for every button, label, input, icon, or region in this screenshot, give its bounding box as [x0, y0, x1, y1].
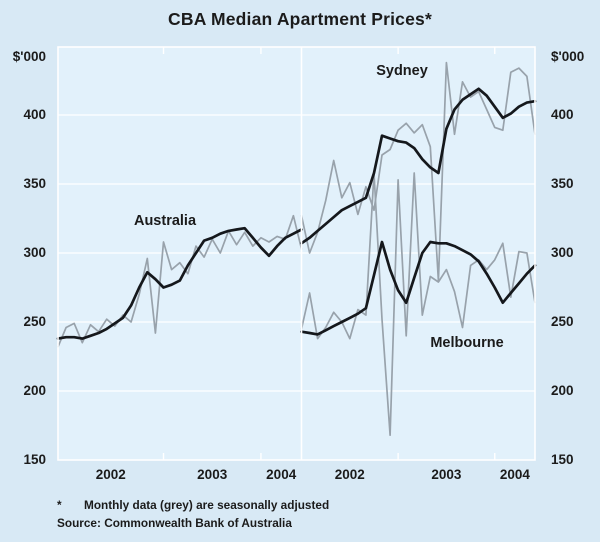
line-melbourne-monthly — [300, 172, 536, 437]
x-tick-label: 2003 — [197, 467, 228, 482]
series-label-melbourne: Melbourne — [430, 335, 504, 351]
y-tick-label: 350 — [551, 176, 574, 191]
y-tick-label: 150 — [551, 452, 574, 467]
y-tick-label: 300 — [23, 245, 46, 260]
chart-title: CBA Median Apartment Prices* — [168, 9, 432, 29]
source-note: Source: Commonwealth Bank of Australia — [57, 516, 292, 530]
x-tick-label: 2002 — [95, 467, 126, 482]
line-australia-seasonally-adjusted — [56, 226, 303, 340]
y-axis-unit-left: $'000 — [12, 49, 46, 64]
series-label-sydney: Sydney — [376, 63, 428, 79]
x-tick-label: 2004 — [499, 467, 530, 482]
y-axis-unit-right: $'000 — [551, 49, 585, 64]
y-tick-label: 400 — [23, 107, 46, 122]
x-tick-label: 2002 — [334, 467, 365, 482]
footnote-text: Monthly data (grey) are seasonally adjus… — [84, 498, 330, 512]
y-tick-label: 350 — [23, 176, 46, 191]
x-tick-label: 2003 — [431, 467, 462, 482]
y-tick-label: 400 — [551, 107, 574, 122]
y-tick-label: 300 — [551, 245, 574, 260]
footnote: * Monthly data (grey) are seasonally adju… — [57, 498, 329, 512]
line-sydney-monthly — [300, 61, 536, 282]
y-tick-label: 200 — [551, 383, 574, 398]
y-tick-label: 250 — [23, 314, 46, 329]
line-melbourne-seasonally-adjusted — [300, 240, 537, 336]
x-tick-label: 2004 — [266, 467, 297, 482]
line-sydney-seasonally-adjusted — [300, 87, 537, 245]
y-tick-label: 250 — [551, 314, 574, 329]
plot-frame — [57, 46, 536, 461]
footnote-marker: * — [57, 498, 62, 512]
y-tick-label: 150 — [23, 452, 46, 467]
y-tick-label: 200 — [23, 383, 46, 398]
series-label-australia: Australia — [133, 213, 197, 229]
